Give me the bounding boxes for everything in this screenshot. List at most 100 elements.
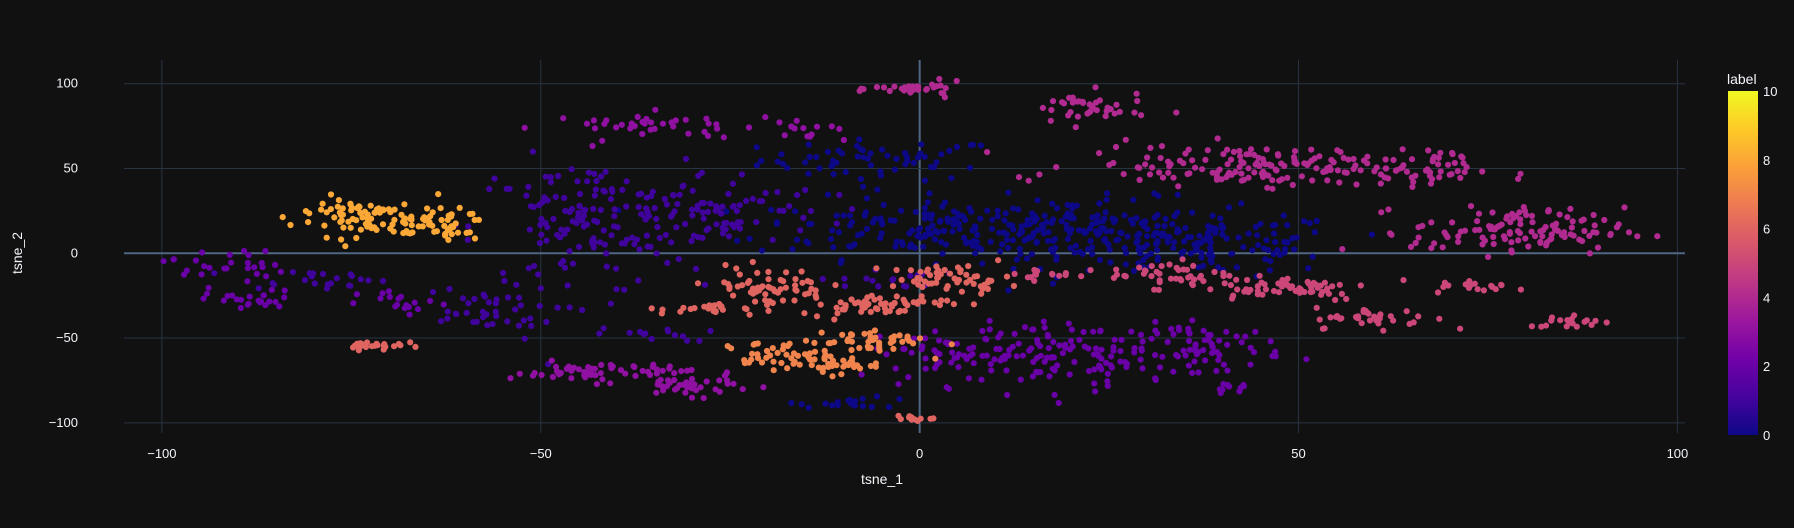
data-point[interactable] <box>1048 219 1055 226</box>
data-point[interactable] <box>629 234 636 241</box>
data-point[interactable] <box>984 207 991 214</box>
data-point[interactable] <box>362 343 369 351</box>
data-point[interactable] <box>1091 380 1098 387</box>
data-point[interactable] <box>1365 310 1372 317</box>
data-point[interactable] <box>599 137 606 144</box>
data-point[interactable] <box>671 208 678 215</box>
data-point[interactable] <box>1257 220 1264 227</box>
data-point[interactable] <box>1058 218 1065 225</box>
data-point[interactable] <box>765 307 772 314</box>
data-point[interactable] <box>1152 352 1159 359</box>
data-point[interactable] <box>813 154 820 161</box>
data-point[interactable] <box>471 235 479 242</box>
data-point[interactable] <box>1051 367 1058 374</box>
data-point[interactable] <box>1175 183 1182 190</box>
data-point[interactable] <box>613 124 620 131</box>
data-point[interactable] <box>1224 381 1231 389</box>
data-point[interactable] <box>642 330 649 337</box>
data-point[interactable] <box>543 318 550 326</box>
data-point[interactable] <box>641 120 648 127</box>
data-point[interactable] <box>1223 235 1230 242</box>
data-point[interactable] <box>597 206 605 214</box>
data-point[interactable] <box>1005 287 1012 294</box>
data-point[interactable] <box>812 287 819 294</box>
data-point[interactable] <box>1202 156 1209 163</box>
data-point[interactable] <box>1525 243 1532 250</box>
data-point[interactable] <box>1218 176 1225 183</box>
data-point[interactable] <box>1168 325 1175 332</box>
data-point[interactable] <box>1538 323 1545 330</box>
data-point[interactable] <box>1095 218 1102 225</box>
data-point[interactable] <box>1435 161 1442 168</box>
data-point[interactable] <box>1062 270 1069 277</box>
data-point[interactable] <box>1229 293 1236 300</box>
data-point[interactable] <box>484 322 491 329</box>
data-point[interactable] <box>354 205 361 212</box>
data-point[interactable] <box>435 191 442 198</box>
data-point[interactable] <box>1435 154 1442 161</box>
data-point[interactable] <box>1300 218 1308 225</box>
data-point[interactable] <box>659 120 667 127</box>
data-point[interactable] <box>694 280 702 287</box>
data-point[interactable] <box>576 243 583 250</box>
data-point[interactable] <box>244 278 251 285</box>
data-point[interactable] <box>1305 265 1312 272</box>
data-point[interactable] <box>1104 378 1111 385</box>
data-point[interactable] <box>790 350 798 357</box>
data-point[interactable] <box>854 153 861 160</box>
data-point[interactable] <box>1159 174 1167 181</box>
data-point[interactable] <box>665 328 672 335</box>
data-point[interactable] <box>554 231 561 239</box>
data-point[interactable] <box>1029 373 1036 380</box>
data-point[interactable] <box>777 276 784 284</box>
data-point[interactable] <box>1234 286 1241 293</box>
data-point[interactable] <box>1164 338 1171 346</box>
data-point[interactable] <box>987 361 994 368</box>
data-point[interactable] <box>419 223 426 230</box>
data-point[interactable] <box>1475 210 1483 217</box>
data-point[interactable] <box>1154 257 1161 264</box>
data-point[interactable] <box>948 359 955 366</box>
data-point[interactable] <box>631 241 638 248</box>
data-point[interactable] <box>1247 286 1254 293</box>
data-point[interactable] <box>1108 353 1115 360</box>
data-point[interactable] <box>929 222 936 229</box>
data-point[interactable] <box>368 215 375 222</box>
data-point[interactable] <box>950 301 958 308</box>
data-point[interactable] <box>963 271 970 278</box>
data-point[interactable] <box>246 293 253 300</box>
data-point[interactable] <box>444 308 451 315</box>
data-point[interactable] <box>1133 239 1140 246</box>
data-point[interactable] <box>1439 244 1446 251</box>
data-point[interactable] <box>811 339 818 346</box>
data-point[interactable] <box>749 350 756 357</box>
data-point[interactable] <box>688 366 695 374</box>
data-point[interactable] <box>1476 226 1483 233</box>
data-point[interactable] <box>583 120 591 127</box>
data-point[interactable] <box>492 308 499 315</box>
data-point[interactable] <box>1245 230 1252 237</box>
data-point[interactable] <box>1568 224 1575 231</box>
data-point[interactable] <box>438 318 445 325</box>
data-point[interactable] <box>908 349 915 356</box>
data-point[interactable] <box>440 301 447 308</box>
data-point[interactable] <box>1009 237 1017 244</box>
data-point[interactable] <box>1313 304 1320 311</box>
data-point[interactable] <box>996 345 1003 353</box>
data-point[interactable] <box>588 237 596 244</box>
data-point[interactable] <box>987 238 994 245</box>
data-point[interactable] <box>1110 347 1117 354</box>
data-point[interactable] <box>1498 281 1505 288</box>
data-point[interactable] <box>1095 353 1102 360</box>
data-point[interactable] <box>1062 341 1069 348</box>
data-point[interactable] <box>1182 224 1189 232</box>
data-point[interactable] <box>527 315 534 322</box>
data-point[interactable] <box>921 153 928 160</box>
data-point[interactable] <box>1457 174 1464 181</box>
data-point[interactable] <box>808 362 815 369</box>
data-point[interactable] <box>385 206 392 213</box>
data-point[interactable] <box>764 301 771 308</box>
data-point[interactable] <box>682 389 689 396</box>
data-point[interactable] <box>1110 159 1117 167</box>
data-point[interactable] <box>879 221 886 228</box>
